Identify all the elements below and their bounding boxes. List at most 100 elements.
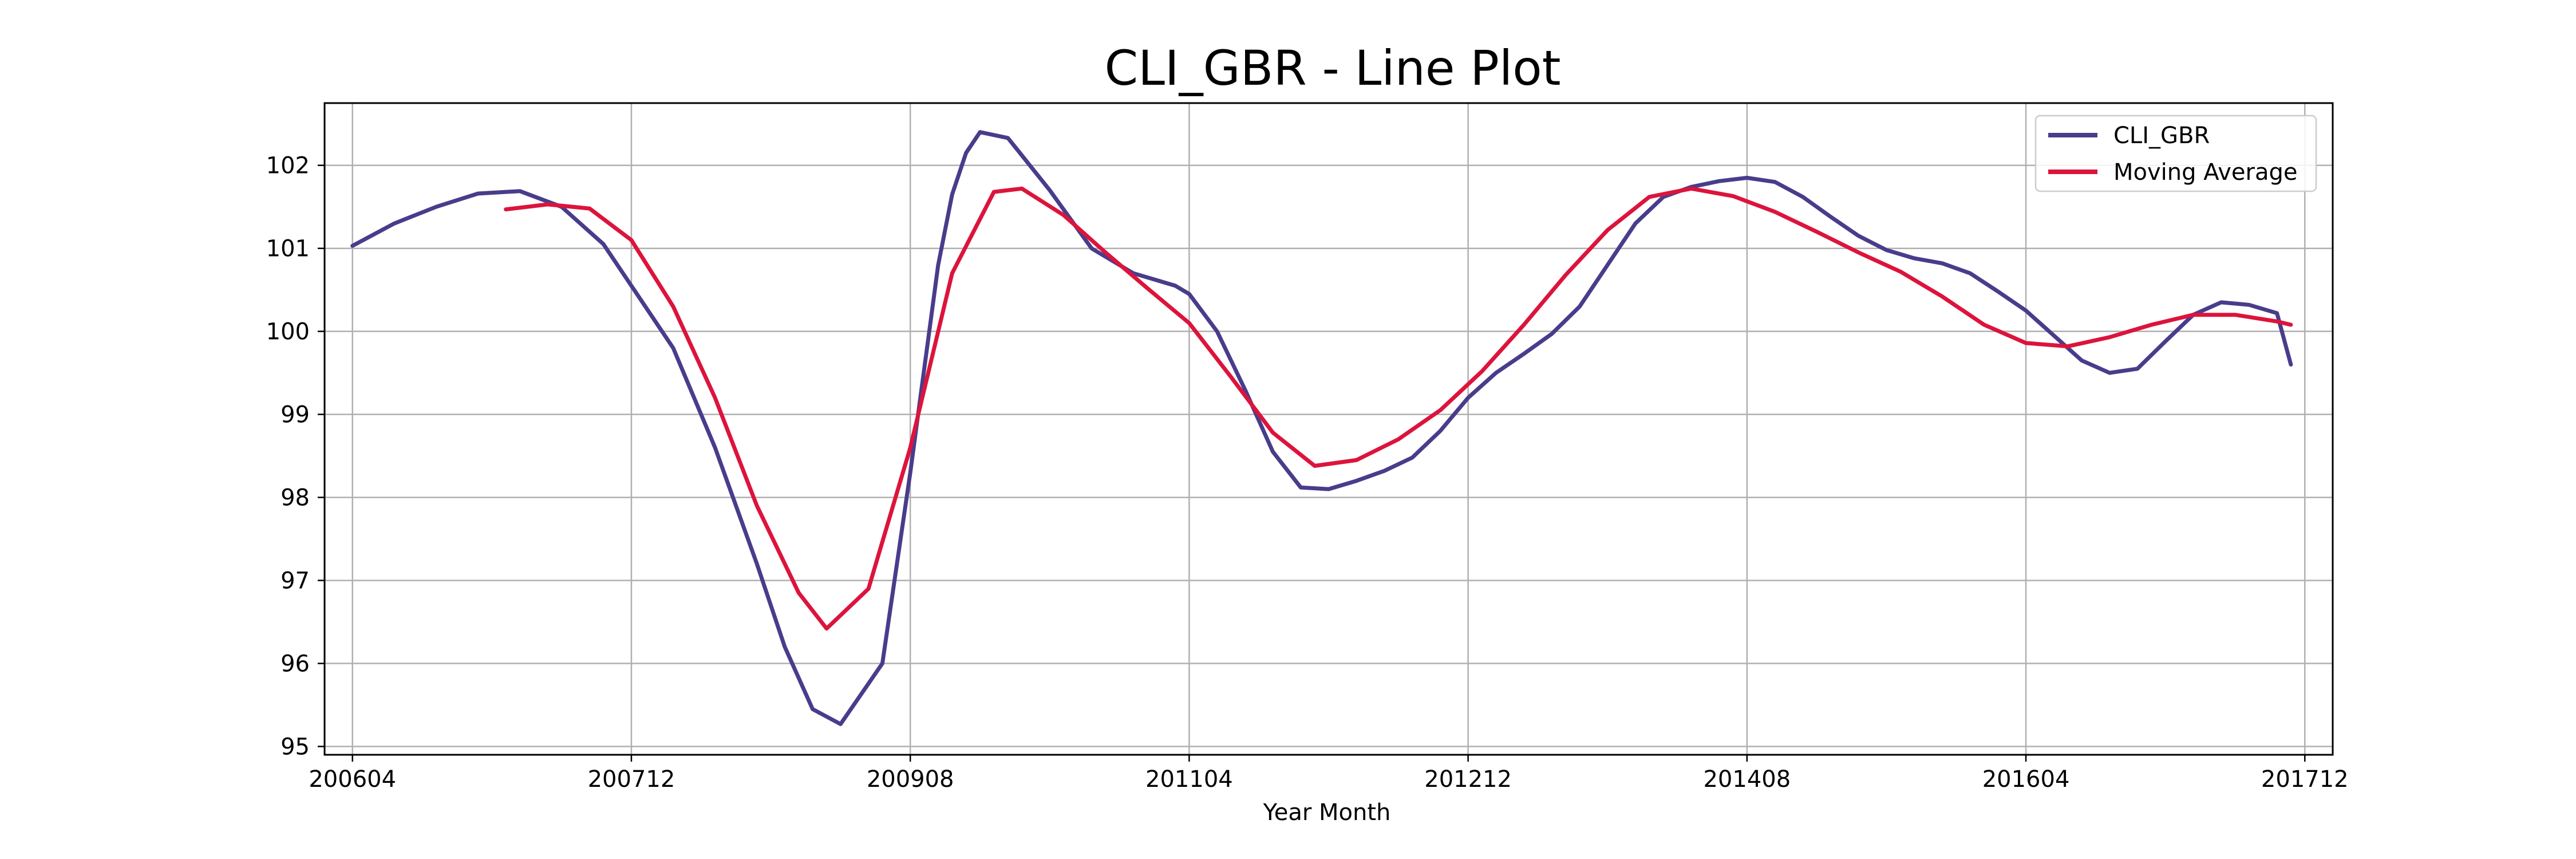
x-tick-label-201212: 201212 [1424, 766, 1512, 793]
data-point-moving-average-201204 [1354, 458, 1358, 462]
y-tick-label-100: 100 [266, 319, 310, 345]
y-tick-label-97: 97 [280, 568, 310, 594]
data-point-moving-average-201404 [1689, 187, 1693, 191]
data-point-cli-gbr-201711 [2289, 362, 2293, 367]
data-point-cli-gbr-201308 [1578, 305, 1582, 309]
data-point-moving-average-200703 [504, 207, 508, 211]
data-point-cli-gbr-201312 [1633, 222, 1637, 226]
data-point-cli-gbr-201608 [2080, 358, 2084, 362]
data-point-cli-gbr-201302 [1494, 371, 1498, 375]
y-tick-label-99: 99 [280, 402, 310, 428]
data-point-cli-gbr-200604 [350, 244, 354, 248]
data-point-moving-average-201101 [1145, 286, 1149, 290]
data-point-cli-gbr-201508 [1913, 257, 1917, 261]
data-point-moving-average-200809 [755, 504, 759, 508]
y-tick-label-98: 98 [280, 485, 310, 511]
data-point-moving-average-201704 [2191, 313, 2195, 317]
data-point-moving-average-201604 [2024, 341, 2028, 345]
data-point-moving-average-201410 [1773, 210, 1777, 214]
data-point-cli-gbr-201206 [1382, 469, 1386, 473]
data-point-cli-gbr-201604 [2024, 309, 2028, 313]
data-point-cli-gbr-201504 [1856, 234, 1860, 238]
data-point-cli-gbr-200704 [518, 189, 522, 193]
data-point-cli-gbr-201003 [1006, 136, 1010, 140]
data-point-cli-gbr-201502 [1829, 215, 1833, 219]
data-point-cli-gbr-200806 [713, 446, 717, 450]
data-point-cli-gbr-201009 [1089, 246, 1093, 250]
x-axis-label: Year Month [1263, 799, 1391, 826]
data-point-cli-gbr-200906 [880, 661, 884, 665]
chart-title: CLI_GBR - Line Plot [1104, 40, 1560, 96]
data-point-moving-average-201401 [1647, 195, 1652, 199]
axis-ticks: 200604 200712 200908 201104 201212 201408 2016… [266, 153, 2349, 793]
data-point-cli-gbr-201112 [1299, 486, 1303, 490]
data-point-moving-average-201104 [1187, 321, 1191, 325]
series-line-moving-average [504, 186, 2293, 631]
legend-label-moving-average: Moving Average [2113, 159, 2297, 186]
y-tick-label-102: 102 [266, 153, 310, 179]
data-point-cli-gbr-200911 [950, 192, 954, 196]
data-point-cli-gbr-200912 [964, 151, 968, 155]
x-tick-label-201408: 201408 [1703, 766, 1791, 793]
data-point-moving-average-200905 [867, 587, 871, 591]
data-point-cli-gbr-200607 [392, 222, 396, 226]
data-point-cli-gbr-200701 [476, 192, 480, 196]
data-point-cli-gbr-201001 [978, 130, 982, 134]
data-point-cli-gbr-201106 [1215, 329, 1219, 333]
data-point-moving-average-200706 [546, 202, 550, 206]
data-point-cli-gbr-201208 [1411, 456, 1415, 460]
data-point-moving-average-201004 [1020, 187, 1024, 191]
x-tick-label-201104: 201104 [1145, 766, 1233, 793]
data-point-cli-gbr-201506 [1884, 248, 1888, 252]
data-point-cli-gbr-200710 [602, 242, 606, 246]
data-point-cli-gbr-200803 [671, 346, 675, 350]
data-point-moving-average-201201 [1313, 464, 1317, 468]
data-point-moving-average-201301 [1480, 369, 1484, 373]
data-point-cli-gbr-201306 [1550, 332, 1554, 336]
data-point-cli-gbr-201103 [1174, 283, 1178, 287]
data-point-cli-gbr-201202 [1327, 487, 1331, 491]
data-point-cli-gbr-200809 [755, 562, 759, 566]
data-point-moving-average-201507 [1898, 270, 1902, 274]
data-point-moving-average-201504 [1856, 250, 1860, 254]
series-line-cli-gbr [350, 130, 2293, 726]
data-point-moving-average-200908 [908, 446, 912, 450]
data-point-moving-average-200712 [629, 238, 633, 242]
data-point-cli-gbr-200901 [811, 707, 815, 711]
legend-label-cli-gbr: CLI_GBR [2113, 123, 2210, 149]
data-point-cli-gbr-200903 [839, 722, 843, 726]
x-tick-label-200604: 200604 [309, 766, 396, 793]
data-point-moving-average-201501 [1815, 230, 1819, 234]
data-point-cli-gbr-201410 [1773, 180, 1777, 184]
data-point-cli-gbr-200908 [908, 471, 912, 475]
data-point-cli-gbr-201412 [1801, 195, 1805, 199]
x-tick-label-201604: 201604 [1982, 766, 2070, 793]
data-point-moving-average-200709 [587, 207, 591, 211]
x-tick-label-201712: 201712 [2261, 766, 2349, 793]
data-point-cli-gbr-201510 [1940, 261, 1944, 265]
data-point-moving-average-201610 [2108, 335, 2112, 339]
data-point-cli-gbr-201104 [1187, 292, 1191, 296]
grid-lines [325, 103, 2333, 755]
data-point-moving-average-200812 [797, 591, 801, 595]
data-point-moving-average-201407 [1731, 194, 1735, 198]
data-point-moving-average-201307 [1564, 273, 1568, 277]
data-point-moving-average-201601 [1982, 323, 1986, 327]
data-point-cli-gbr-201408 [1745, 176, 1749, 180]
x-tick-label-200908: 200908 [867, 766, 954, 793]
data-point-cli-gbr-201606 [2052, 333, 2056, 337]
data-point-moving-average-201607 [2066, 344, 2070, 348]
y-tick-label-95: 95 [280, 734, 310, 761]
data-point-cli-gbr-201710 [2275, 311, 2279, 315]
data-point-cli-gbr-201110 [1271, 450, 1275, 454]
data-point-moving-average-200902 [825, 626, 829, 631]
y-tick-label-96: 96 [280, 651, 310, 677]
data-point-cli-gbr-200811 [783, 645, 787, 649]
data-point-moving-average-201711 [2289, 323, 2293, 327]
legend-box [2034, 115, 2317, 192]
y-tick-label-101: 101 [266, 236, 310, 262]
data-point-cli-gbr-201702 [2163, 340, 2167, 344]
data-point-moving-average-201207 [1396, 438, 1400, 442]
data-point-cli-gbr-201706 [2219, 300, 2223, 304]
plot-area-frame [323, 102, 2334, 756]
